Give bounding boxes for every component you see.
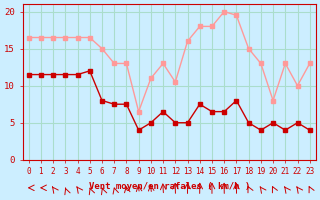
X-axis label: Vent moyen/en rafales ( km/h ): Vent moyen/en rafales ( km/h ) [89,182,250,191]
